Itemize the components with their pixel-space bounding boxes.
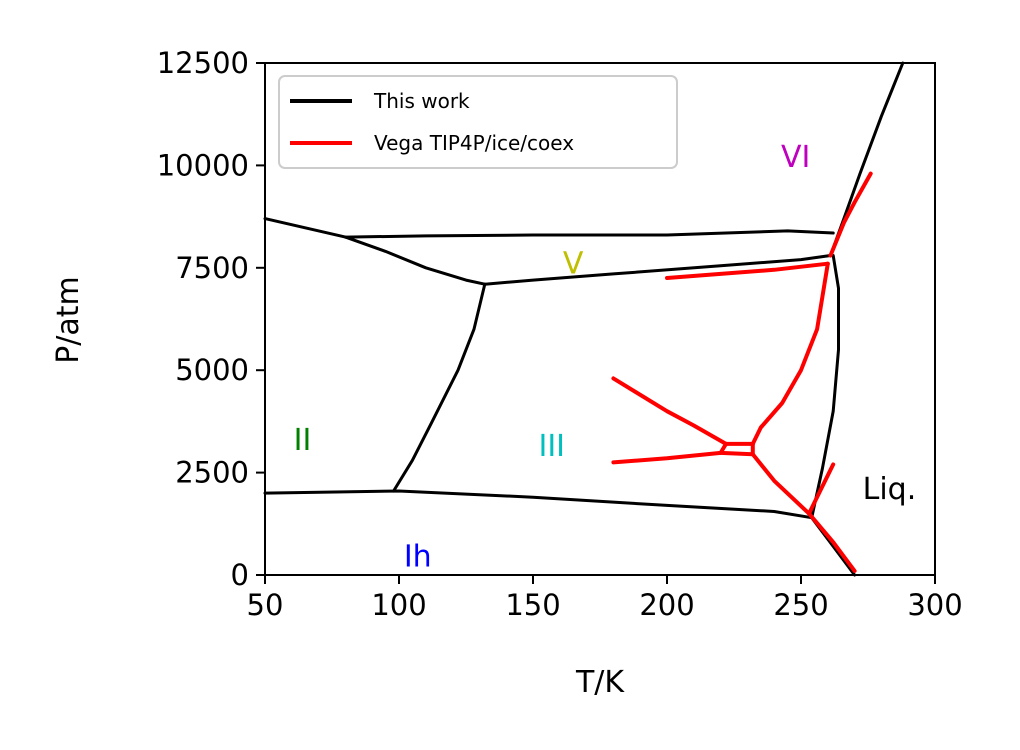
region-label-0: VI	[781, 140, 810, 175]
x-tick-label-5: 300	[907, 588, 962, 622]
legend-label-vega: Vega TIP4P/ice/coex	[374, 131, 574, 155]
region-label-4: Liq.	[863, 472, 917, 507]
series-1-line-9	[750, 452, 811, 516]
series-layer	[263, 61, 905, 577]
series-1-line-7	[718, 441, 728, 455]
region-label-1: V	[563, 247, 584, 282]
x-tick-label-1: 100	[371, 588, 426, 622]
legend-box	[278, 75, 678, 169]
series-1-line-2	[750, 261, 830, 446]
series-1-line-11	[807, 511, 857, 573]
y-tick-label-0: 0	[231, 558, 249, 592]
x-tick-label-3: 200	[639, 588, 694, 622]
legend-label-this-work: This work	[373, 89, 470, 113]
region-label-5: Ih	[404, 540, 432, 575]
x-axis-ticks: 50 100 150 200 250 300	[247, 575, 963, 622]
series-1-line-1	[828, 171, 873, 258]
y-tick-label-4: 10000	[157, 148, 249, 182]
series-0-line-0	[263, 217, 487, 286]
region-label-2: II	[294, 423, 312, 458]
y-axis-label: P/atm	[51, 276, 86, 364]
series-1-line-6	[718, 450, 755, 457]
y-tick-label-3: 7500	[175, 251, 249, 285]
plot-frame	[264, 62, 936, 576]
series-1-line-3	[611, 376, 728, 446]
series-1-line-4	[611, 450, 723, 465]
series-1-line-0	[665, 261, 830, 280]
x-tick-label-0: 50	[247, 588, 284, 622]
x-axis-label: T/K	[575, 665, 625, 700]
y-tick-label-1: 2500	[175, 456, 249, 490]
x-tick-label-4: 250	[773, 588, 828, 622]
series-0-line-3	[392, 282, 487, 493]
region-label-3: III	[538, 429, 565, 464]
series-1	[611, 171, 873, 573]
y-tick-label-5: 12500	[157, 46, 249, 80]
legend: This work Vega TIP4P/ice/coex	[278, 75, 678, 169]
series-0-line-5	[810, 254, 840, 520]
series-0-line-1	[343, 229, 835, 239]
series-0-line-4	[263, 489, 814, 520]
series-0-line-2	[483, 254, 832, 286]
x-tick-label-2: 150	[505, 588, 560, 622]
y-axis-ticks: 0 2500 5000 7500 10000 12500	[157, 46, 265, 592]
y-tick-label-2: 5000	[175, 353, 249, 387]
series-1-line-10	[807, 462, 836, 516]
